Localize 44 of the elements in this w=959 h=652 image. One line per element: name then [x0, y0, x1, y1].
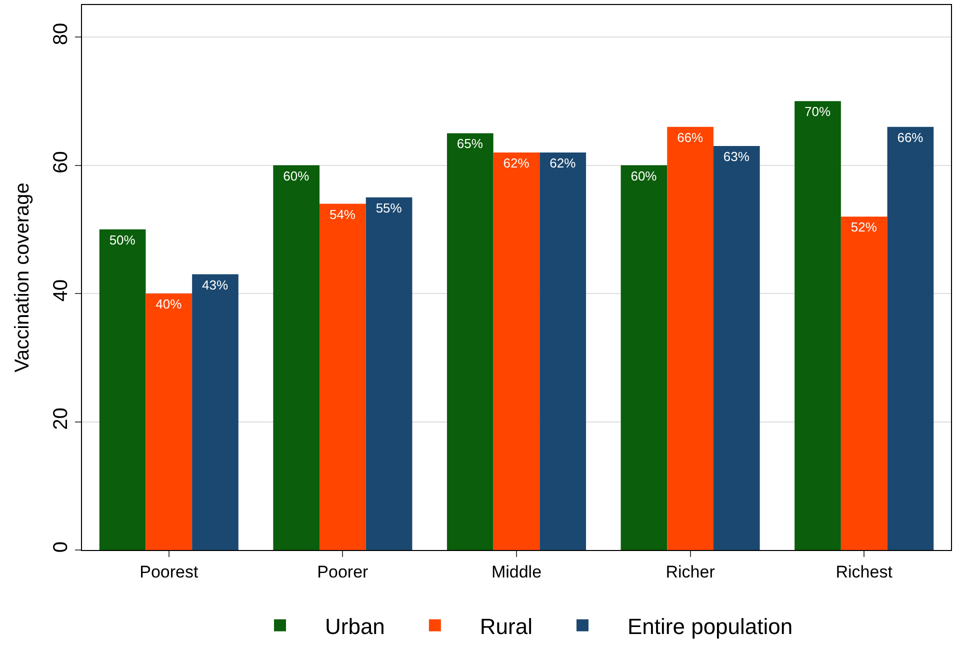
bar	[366, 197, 412, 550]
y-axis-title: Vaccination coverage	[12, 182, 34, 372]
bar	[146, 294, 192, 550]
data-label: 66%	[897, 130, 924, 145]
bar	[713, 146, 760, 550]
bar	[320, 204, 366, 550]
x-tick-label: Richest	[836, 562, 893, 582]
data-label: 43%	[202, 277, 228, 292]
data-label: 65%	[456, 136, 484, 152]
data-label: 63%	[723, 149, 750, 164]
legend-label: Urban	[325, 614, 385, 639]
data-label: 60%	[630, 168, 658, 184]
bar	[667, 126, 714, 550]
data-label: 52%	[850, 220, 878, 235]
data-label: 60%	[283, 168, 310, 184]
data-label: 55%	[376, 200, 402, 216]
bar	[446, 133, 494, 550]
y-tick-label: 0	[50, 541, 72, 553]
bar	[273, 165, 320, 550]
data-label: 70%	[804, 104, 831, 120]
x-tick-label: Middle	[491, 562, 542, 582]
y-tick-label: 20	[50, 408, 72, 430]
data-label: 50%	[109, 232, 136, 248]
bar	[99, 229, 146, 550]
data-label: 40%	[156, 296, 182, 312]
data-label: 54%	[329, 206, 356, 222]
data-label: 62%	[503, 155, 530, 170]
x-tick-label: Poorer	[317, 562, 369, 582]
y-tick-label: 80	[50, 22, 72, 46]
bar	[192, 274, 238, 550]
bar	[620, 165, 668, 550]
legend-label: Rural	[480, 614, 532, 639]
bar	[887, 126, 934, 550]
x-tick-label: Poorest	[140, 562, 198, 582]
legend-label: Entire population	[628, 614, 793, 639]
bar	[794, 101, 841, 550]
bar	[493, 152, 540, 550]
x-tick-label: Richer	[666, 562, 716, 582]
data-label: 62%	[550, 155, 576, 170]
bar	[840, 216, 888, 550]
data-label: 66%	[677, 130, 704, 145]
bar	[540, 152, 586, 550]
y-tick-label: 40	[50, 279, 72, 302]
y-tick-label: 60	[50, 151, 72, 174]
